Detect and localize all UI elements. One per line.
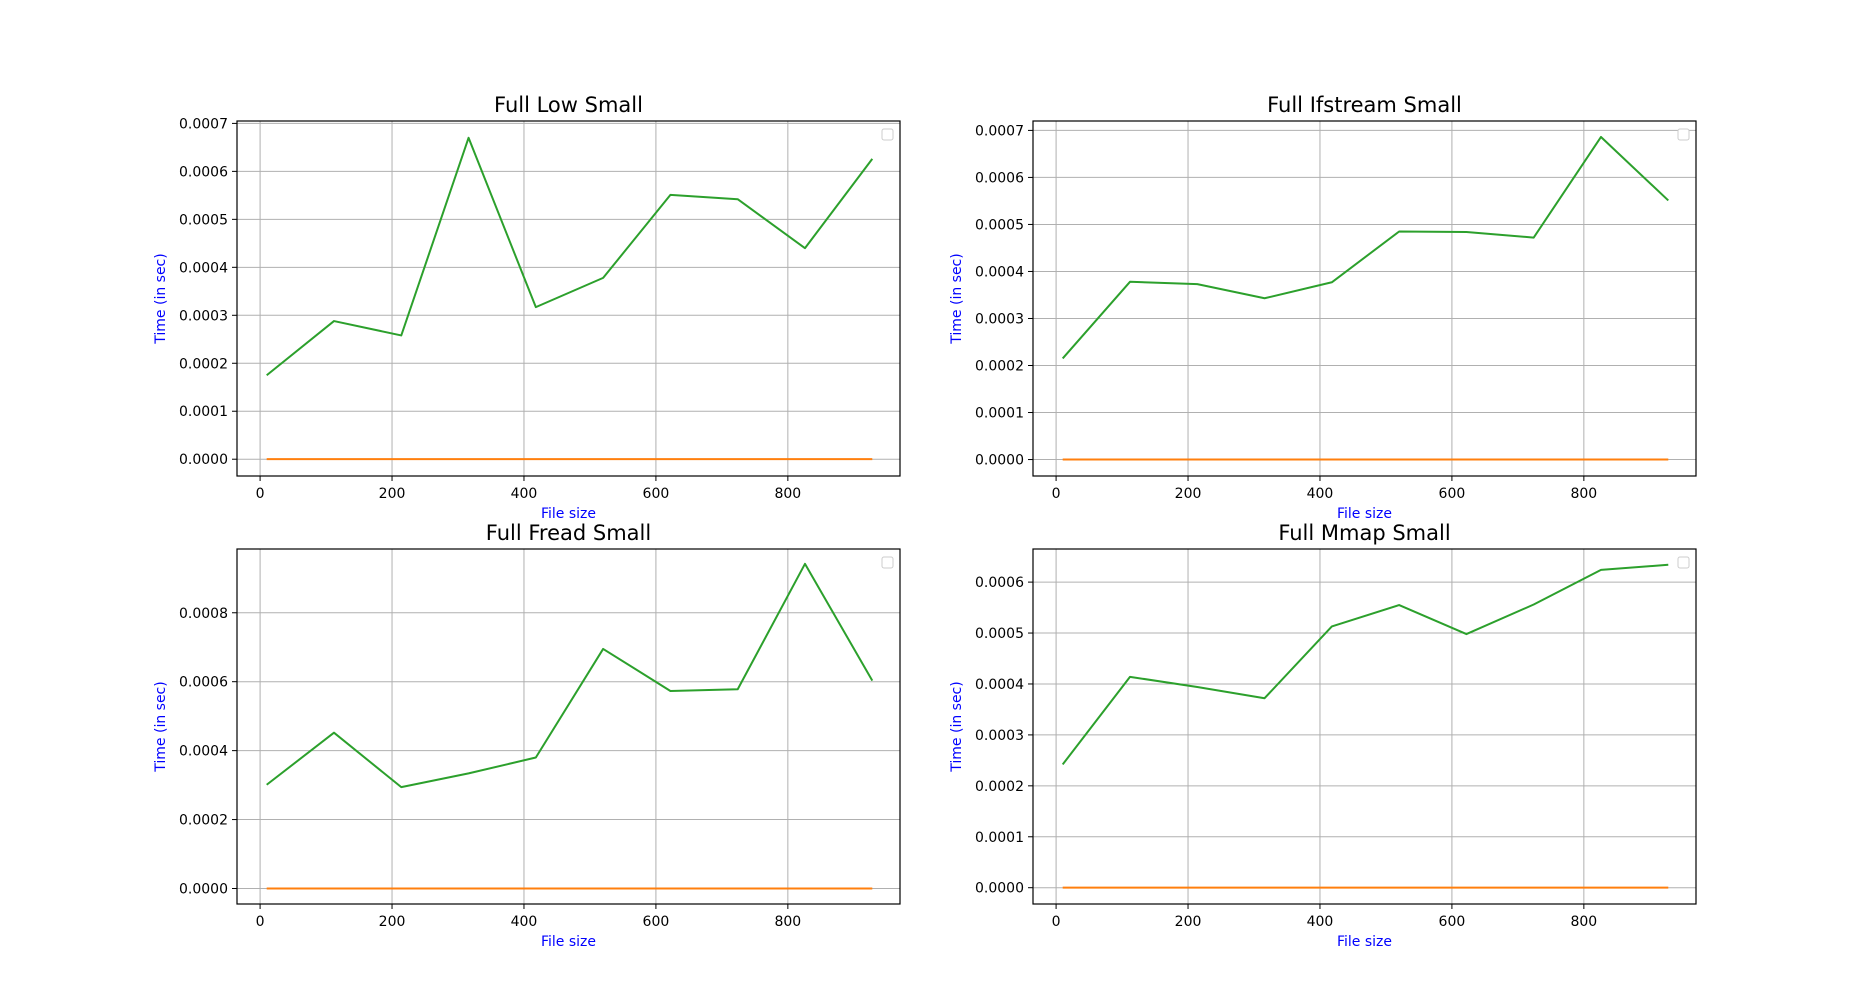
- x-axis-label: File size: [541, 934, 596, 950]
- subplot-4: 0 200 400 600 800 0.0000 0.0001 0.0002 0.0003 0.0…: [949, 521, 1697, 950]
- subplot-1: 0 200 400 600 800 0.0000 0.0001 0.0002 0.0003 0.0…: [153, 93, 901, 522]
- x-tick-label: 800: [1570, 914, 1597, 930]
- y-tick-label: 0.0002: [179, 356, 228, 372]
- x-tick-label: 600: [643, 486, 670, 502]
- x-tick-label: 200: [379, 486, 406, 502]
- y-tick-label: 0.0008: [179, 606, 228, 622]
- y-tick-label: 0.0003: [975, 311, 1024, 327]
- y-tick-label: 0.0005: [975, 626, 1024, 642]
- y-tick-label: 0.0004: [975, 264, 1024, 280]
- x-tick-label: 200: [1175, 914, 1202, 930]
- y-tick-label: 0.0006: [975, 170, 1024, 186]
- x-tick-label: 800: [774, 914, 801, 930]
- series-line-1: [266, 136, 874, 377]
- x-axis-label: File size: [1337, 934, 1392, 950]
- x-tick-label: 800: [1570, 486, 1597, 502]
- x-tick-label: 0: [1052, 486, 1061, 502]
- subplot-2: 0 200 400 600 800 0.0000 0.0001 0.0002 0.0003 0.0…: [949, 93, 1697, 522]
- y-tick-label: 0.0002: [975, 359, 1024, 375]
- chart-title: Full Low Small: [494, 93, 643, 117]
- y-tick-label: 0.0003: [179, 308, 228, 324]
- y-tick-label: 0.0002: [975, 779, 1024, 795]
- series-line-1: [1061, 563, 1669, 766]
- x-axis-label: File size: [541, 506, 596, 522]
- y-axis-label: Time (in sec): [949, 681, 965, 772]
- y-tick-label: 0.0005: [975, 217, 1024, 233]
- chart-title: Full Mmap Small: [1278, 521, 1450, 545]
- series-line-1: [1061, 135, 1669, 360]
- series-line-1: [266, 562, 874, 789]
- y-axis-label: Time (in sec): [949, 253, 965, 344]
- y-tick-label: 0.0006: [179, 164, 228, 180]
- x-tick-label: 600: [1439, 486, 1466, 502]
- plot-frame: [236, 548, 901, 905]
- y-tick-label: 0.0001: [975, 830, 1024, 846]
- subplot-3: 0 200 400 600 800 0.0000 0.0002 0.0004 0.0006 0.0…: [153, 521, 901, 950]
- y-tick-label: 0.0004: [179, 744, 228, 760]
- x-axis-label: File size: [1337, 506, 1392, 522]
- x-tick-label: 400: [1307, 914, 1334, 930]
- y-tick-label: 0.0007: [179, 116, 228, 132]
- y-tick-label: 0.0000: [975, 881, 1024, 897]
- x-tick-label: 0: [1052, 914, 1061, 930]
- plot-frame: [236, 120, 901, 477]
- y-tick-label: 0.0007: [975, 123, 1024, 139]
- legend-box: [1677, 128, 1690, 141]
- legend-box: [1677, 556, 1690, 569]
- x-tick-label: 400: [1307, 486, 1334, 502]
- y-tick-label: 0.0004: [975, 677, 1024, 693]
- y-axis-label: Time (in sec): [153, 681, 169, 772]
- y-tick-label: 0.0005: [179, 212, 228, 228]
- x-tick-label: 600: [1439, 914, 1466, 930]
- plot-frame: [1032, 120, 1697, 477]
- plot-frame: [1032, 548, 1697, 905]
- x-tick-label: 0: [256, 914, 265, 930]
- chart-title: Full Ifstream Small: [1267, 93, 1462, 117]
- y-tick-label: 0.0004: [179, 260, 228, 276]
- x-tick-label: 800: [774, 486, 801, 502]
- chart-title: Full Fread Small: [486, 521, 651, 545]
- y-tick-label: 0.0000: [179, 881, 228, 897]
- x-tick-label: 600: [643, 914, 670, 930]
- x-tick-label: 200: [379, 914, 406, 930]
- y-tick-label: 0.0000: [975, 453, 1024, 469]
- y-axis-label: Time (in sec): [153, 253, 169, 344]
- y-tick-label: 0.0000: [179, 452, 228, 468]
- legend-box: [881, 128, 894, 141]
- x-tick-label: 400: [511, 486, 538, 502]
- y-tick-label: 0.0006: [179, 675, 228, 691]
- x-tick-label: 0: [256, 486, 265, 502]
- y-tick-label: 0.0003: [975, 728, 1024, 744]
- legend-box: [881, 556, 894, 569]
- y-tick-label: 0.0002: [179, 813, 228, 829]
- y-tick-label: 0.0006: [975, 575, 1024, 591]
- y-tick-label: 0.0001: [179, 404, 228, 420]
- x-tick-label: 400: [511, 914, 538, 930]
- y-tick-label: 0.0001: [975, 406, 1024, 422]
- x-tick-label: 200: [1175, 486, 1202, 502]
